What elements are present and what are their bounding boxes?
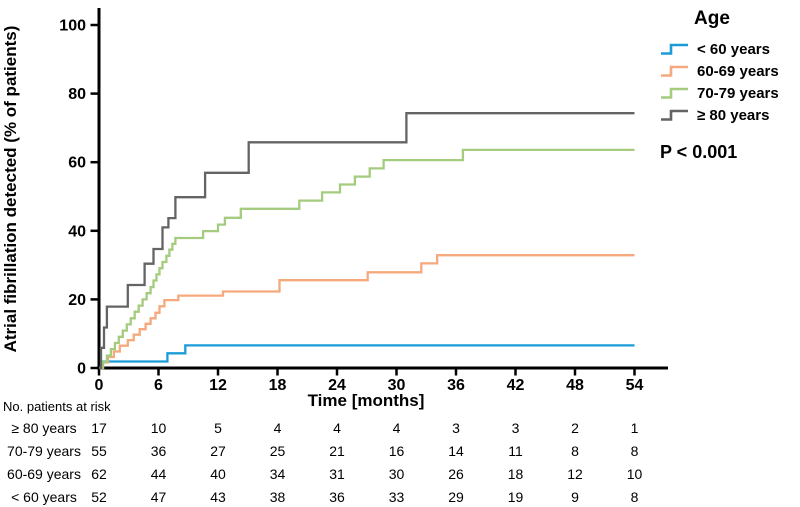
- legend-item: 60-69 years: [660, 60, 800, 82]
- risk-value: 4: [333, 420, 341, 436]
- p-value-annotation: P < 0.001: [660, 142, 738, 162]
- risk-value: 31: [329, 466, 345, 482]
- x-tick-label: 36: [447, 377, 465, 394]
- x-tick-label: 30: [388, 377, 406, 394]
- risk-value: 47: [150, 489, 167, 505]
- x-tick-label: 24: [328, 377, 346, 394]
- risk-value: 44: [150, 466, 167, 482]
- legend-items: < 60 years 60-69 years 70-79 years ≥ 80 yea…: [660, 38, 800, 126]
- x-tick-label: 12: [209, 377, 227, 394]
- series-curve-≥ 80 years: [99, 112, 635, 370]
- risk-value: 8: [571, 443, 579, 459]
- risk-value: 16: [388, 443, 405, 459]
- legend-marker-step-icon: [661, 109, 688, 121]
- risk-value: 14: [448, 443, 464, 459]
- risk-value: 17: [91, 420, 107, 436]
- x-tick-label: 6: [154, 377, 163, 394]
- legend-label: < 60 years: [697, 40, 770, 58]
- series-curve-70-79 years: [99, 148, 635, 370]
- risk-value: 11: [508, 443, 523, 459]
- risk-value: 25: [269, 443, 286, 459]
- risk-value: 43: [210, 489, 226, 505]
- y-tick-label: 60: [68, 155, 86, 172]
- y-tick-label: 40: [68, 223, 86, 240]
- risk-value: 3: [511, 420, 520, 436]
- legend-marker-step-icon: [661, 43, 688, 55]
- risk-value: 3: [452, 420, 460, 436]
- risk-value: 29: [448, 489, 464, 505]
- risk-value: 36: [150, 443, 167, 459]
- risk-value: 27: [210, 443, 226, 459]
- risk-value: 21: [329, 443, 345, 459]
- risk-row-label: ≥ 80 years: [11, 420, 77, 436]
- legend-label: ≥ 80 years: [697, 106, 770, 124]
- risk-value: 19: [507, 489, 524, 505]
- legend: Age < 60 years 60-69 years 70-79 years ≥ 80…: [660, 8, 800, 163]
- risk-value: 4: [273, 420, 282, 436]
- risk-table-title: No. patients at risk: [3, 399, 111, 414]
- x-tick-label: 48: [566, 377, 584, 394]
- risk-value: 34: [269, 466, 286, 482]
- risk-value: 1: [630, 420, 639, 436]
- x-tick-label: 0: [95, 377, 104, 394]
- x-tick-label: 18: [269, 377, 287, 394]
- risk-value: 10: [626, 466, 643, 482]
- y-tick-label: 0: [77, 361, 86, 378]
- risk-value: 12: [567, 466, 583, 482]
- risk-value: 10: [150, 420, 167, 436]
- legend-title: Age: [694, 8, 730, 29]
- legend-label: 60-69 years: [697, 62, 779, 80]
- risk-value: 2: [571, 420, 579, 436]
- x-axis-title: Time [months]: [308, 391, 425, 410]
- y-tick-label: 80: [68, 86, 86, 103]
- risk-value: 33: [388, 489, 405, 505]
- risk-value: 62: [91, 466, 107, 482]
- risk-value: 55: [91, 443, 107, 459]
- risk-value: 8: [630, 443, 639, 459]
- series-curve-< 60 years: [99, 344, 635, 370]
- legend-item: 70-79 years: [660, 82, 800, 104]
- risk-row-label: < 60 years: [11, 489, 77, 505]
- x-tick-label: 42: [507, 377, 525, 394]
- y-axis-title: Atrial fibrillation detected (% of patie…: [1, 26, 20, 353]
- risk-value: 40: [210, 466, 226, 482]
- risk-value: 52: [91, 489, 107, 505]
- risk-value: 36: [329, 489, 345, 505]
- risk-value: 8: [630, 489, 639, 505]
- risk-value: 38: [269, 489, 286, 505]
- risk-value: 26: [448, 466, 464, 482]
- legend-marker-step-icon: [661, 65, 688, 77]
- risk-row-label: 70-79 years: [7, 443, 81, 459]
- risk-value: 9: [571, 489, 579, 505]
- x-tick-label: 54: [626, 377, 644, 394]
- risk-value: 4: [392, 420, 401, 436]
- risk-value: 5: [214, 420, 222, 436]
- legend-label: 70-79 years: [697, 84, 779, 102]
- y-tick-label: 100: [59, 18, 86, 35]
- risk-value: 18: [507, 466, 524, 482]
- legend-marker-step-icon: [661, 87, 688, 99]
- legend-item: ≥ 80 years: [660, 104, 800, 126]
- series-curve-60-69 years: [99, 254, 635, 370]
- risk-value: 30: [388, 466, 405, 482]
- legend-item: < 60 years: [660, 38, 800, 60]
- risk-row-label: 60-69 years: [7, 466, 81, 482]
- y-tick-label: 20: [68, 292, 86, 309]
